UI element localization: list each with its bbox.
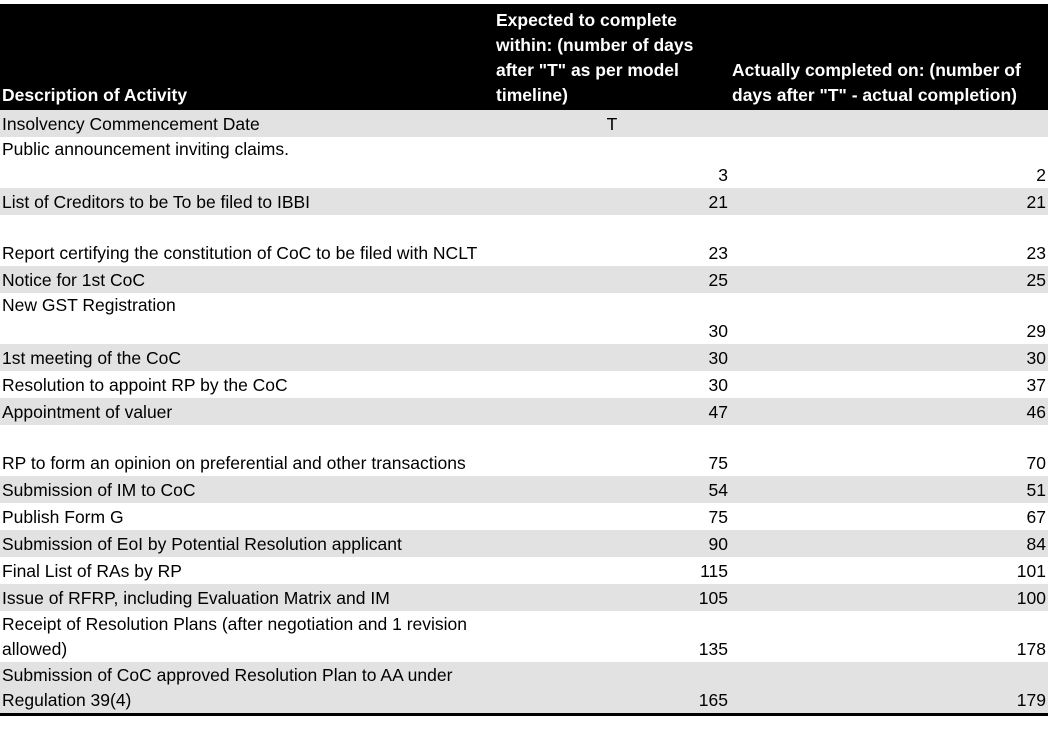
- expected-cell: 54: [494, 476, 730, 503]
- activity-cell: New GST Registration: [2, 295, 176, 315]
- expected-cell: 47: [494, 398, 730, 425]
- expected-cell: 25: [494, 266, 730, 293]
- expected-cell: 30: [708, 321, 728, 341]
- activity-cell: Publish Form G: [2, 507, 124, 527]
- activity-timeline-table-wrapper: Description of Activity Expected to comp…: [0, 4, 1048, 716]
- table-row: Submission of EoI by Potential Resolutio…: [0, 530, 1048, 557]
- expected-cell: 105: [494, 584, 730, 611]
- table-row: Report certifying the constitution of Co…: [0, 215, 1048, 266]
- actual-cell: 2: [1036, 165, 1046, 185]
- table-row: 1st meeting of the CoC 30 30: [0, 344, 1048, 371]
- table-row: Issue of RFRP, including Evaluation Matr…: [0, 584, 1048, 611]
- activity-cell: Issue of RFRP, including Evaluation Matr…: [0, 584, 494, 611]
- actual-cell: 46: [730, 398, 1048, 425]
- table-row: Submission of CoC approved Resolution Pl…: [0, 662, 1048, 713]
- activity-cell: Final List of RAs by RP: [2, 561, 182, 581]
- header-expected: Expected to complete within: (number of …: [494, 4, 730, 110]
- actual-cell: 84: [730, 530, 1048, 557]
- expected-cell: T: [494, 110, 730, 137]
- expected-cell: 165: [494, 662, 730, 713]
- actual-cell: 100: [730, 584, 1048, 611]
- expected-cell: 115: [700, 561, 728, 581]
- table-bottom-rule: [0, 713, 1048, 716]
- activity-cell: Appointment of valuer: [0, 398, 494, 425]
- activity-cell: Submission of EoI by Potential Resolutio…: [0, 530, 494, 557]
- activity-cell: Notice for 1st CoC: [0, 266, 494, 293]
- table-row: Submission of IM to CoC 54 51: [0, 476, 1048, 503]
- actual-cell: 37: [1026, 375, 1046, 395]
- expected-cell: 90: [494, 530, 730, 557]
- activity-cell: Receipt of Resolution Plans (after negot…: [2, 614, 467, 659]
- actual-cell: 101: [1016, 561, 1046, 581]
- table-row: Receipt of Resolution Plans (after negot…: [0, 611, 1048, 662]
- expected-cell: 75: [708, 507, 728, 527]
- activity-cell: Resolution to appoint RP by the CoC: [2, 375, 288, 395]
- actual-cell: 70: [1026, 453, 1046, 473]
- actual-cell: 178: [1016, 639, 1046, 659]
- actual-cell: [730, 110, 1048, 137]
- expected-cell: 3: [718, 165, 728, 185]
- table-row: New GST Registration 30 29: [0, 293, 1048, 344]
- table-row: RP to form an opinion on preferential an…: [0, 425, 1048, 476]
- actual-cell: 25: [730, 266, 1048, 293]
- actual-cell: 179: [730, 662, 1048, 713]
- table-row: Public announcement inviting claims. 3 2: [0, 137, 1048, 188]
- actual-cell: 21: [730, 188, 1048, 215]
- activity-cell: List of Creditors to be To be filed to I…: [0, 188, 494, 215]
- expected-cell: 30: [494, 344, 730, 371]
- table-row: Publish Form G 75 67: [0, 503, 1048, 530]
- table-row: List of Creditors to be To be filed to I…: [0, 188, 1048, 215]
- actual-cell: 67: [1026, 507, 1046, 527]
- table-body: Insolvency Commencement Date T Public an…: [0, 110, 1048, 713]
- activity-timeline-table: Description of Activity Expected to comp…: [0, 4, 1048, 713]
- table-row: Insolvency Commencement Date T: [0, 110, 1048, 137]
- expected-cell: 23: [708, 243, 728, 263]
- table-row: Appointment of valuer 47 46: [0, 398, 1048, 425]
- table-header: Description of Activity Expected to comp…: [0, 4, 1048, 110]
- activity-cell: RP to form an opinion on preferential an…: [2, 453, 466, 473]
- actual-cell: 29: [1026, 321, 1046, 341]
- activity-cell: Submission of CoC approved Resolution Pl…: [0, 662, 494, 713]
- expected-cell: 21: [494, 188, 730, 215]
- activity-cell: Public announcement inviting claims.: [2, 139, 289, 159]
- activity-cell: 1st meeting of the CoC: [0, 344, 494, 371]
- table-row: Final List of RAs by RP 115 101: [0, 557, 1048, 584]
- header-actual: Actually completed on: (number of days a…: [730, 4, 1048, 110]
- table-row: Notice for 1st CoC 25 25: [0, 266, 1048, 293]
- expected-cell: 30: [708, 375, 728, 395]
- actual-cell: 51: [730, 476, 1048, 503]
- expected-cell: 75: [708, 453, 728, 473]
- expected-cell: 135: [698, 639, 728, 659]
- activity-cell: Insolvency Commencement Date: [0, 110, 494, 137]
- header-description: Description of Activity: [0, 4, 494, 110]
- table-row: Resolution to appoint RP by the CoC 30 3…: [0, 371, 1048, 398]
- activity-cell: Report certifying the constitution of Co…: [2, 243, 478, 263]
- actual-cell: 23: [1026, 243, 1046, 263]
- actual-cell: 30: [730, 344, 1048, 371]
- activity-cell: Submission of IM to CoC: [0, 476, 494, 503]
